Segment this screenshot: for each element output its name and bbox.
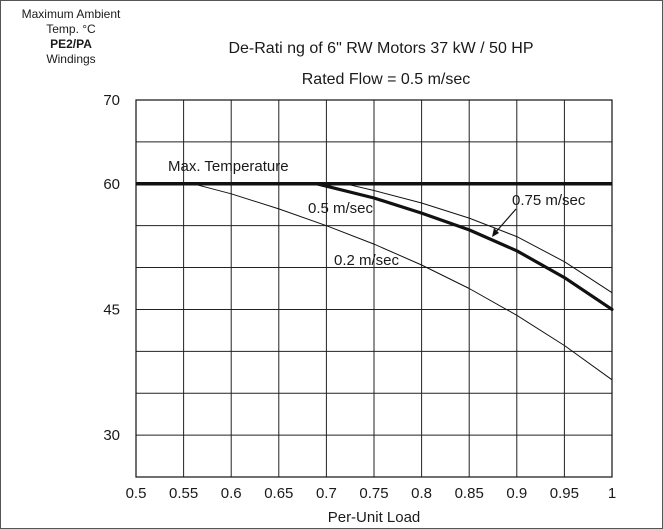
grid: [135, 99, 613, 478]
x-axis-title: Per-Unit Load: [328, 509, 421, 526]
y-tick-label: 45: [103, 301, 120, 318]
x-tick-label: 0.9: [506, 485, 527, 502]
series-label-arrowhead: [492, 228, 499, 237]
x-tick-label: 0.55: [169, 485, 198, 502]
series-line-1: [315, 182, 614, 311]
annotations: Max. Temperature 0.2 m/sec 0.5 m/sec 0.75 m…: [168, 158, 586, 269]
x-tick-label: 1: [608, 485, 616, 502]
plot-border: [135, 99, 613, 478]
x-tick-label: 0.75: [359, 485, 388, 502]
y-axis-title-line-3: PE2/PA: [50, 37, 92, 51]
x-tick-label: 0.5: [126, 485, 147, 502]
series-label-leader: [494, 208, 517, 234]
x-tick-label: 0.8: [411, 485, 432, 502]
y-axis-title-line-4: Windings: [46, 52, 96, 66]
x-tick-label: 0.85: [455, 485, 484, 502]
y-tick-label: 60: [103, 176, 120, 193]
y-tick-labels: 30 45 60 70: [103, 92, 120, 444]
plot-area: [135, 99, 613, 478]
series-lines: [192, 182, 614, 381]
max-temperature-label: Max. Temperature: [168, 158, 289, 175]
x-tick-label: 0.95: [550, 485, 579, 502]
y-tick-label: 30: [103, 427, 120, 444]
series-label-2: 0.75 m/sec: [512, 192, 586, 209]
x-tick-labels: 0.5 0.55 0.6 0.65 0.7 0.75 0.8 0.85 0.9 0.95 1: [126, 485, 617, 502]
x-tick-label: 0.7: [316, 485, 337, 502]
series-line-0: [192, 183, 613, 381]
y-axis-title-line-2: Temp. °C: [46, 22, 96, 36]
x-tick-label: 0.65: [264, 485, 293, 502]
y-tick-label: 70: [103, 92, 120, 109]
chart-title: De-Rati ng of 6" RW Motors 37 kW / 50 HP: [228, 40, 533, 57]
series-label-1: 0.5 m/sec: [308, 200, 374, 217]
y-axis-title-line-1: Maximum Ambient: [21, 7, 121, 21]
series-line-2: [344, 183, 613, 294]
chart-subtitle: Rated Flow = 0.5 m/sec: [302, 71, 471, 88]
series-label-0: 0.2 m/sec: [334, 252, 400, 269]
x-tick-label: 0.6: [221, 485, 242, 502]
